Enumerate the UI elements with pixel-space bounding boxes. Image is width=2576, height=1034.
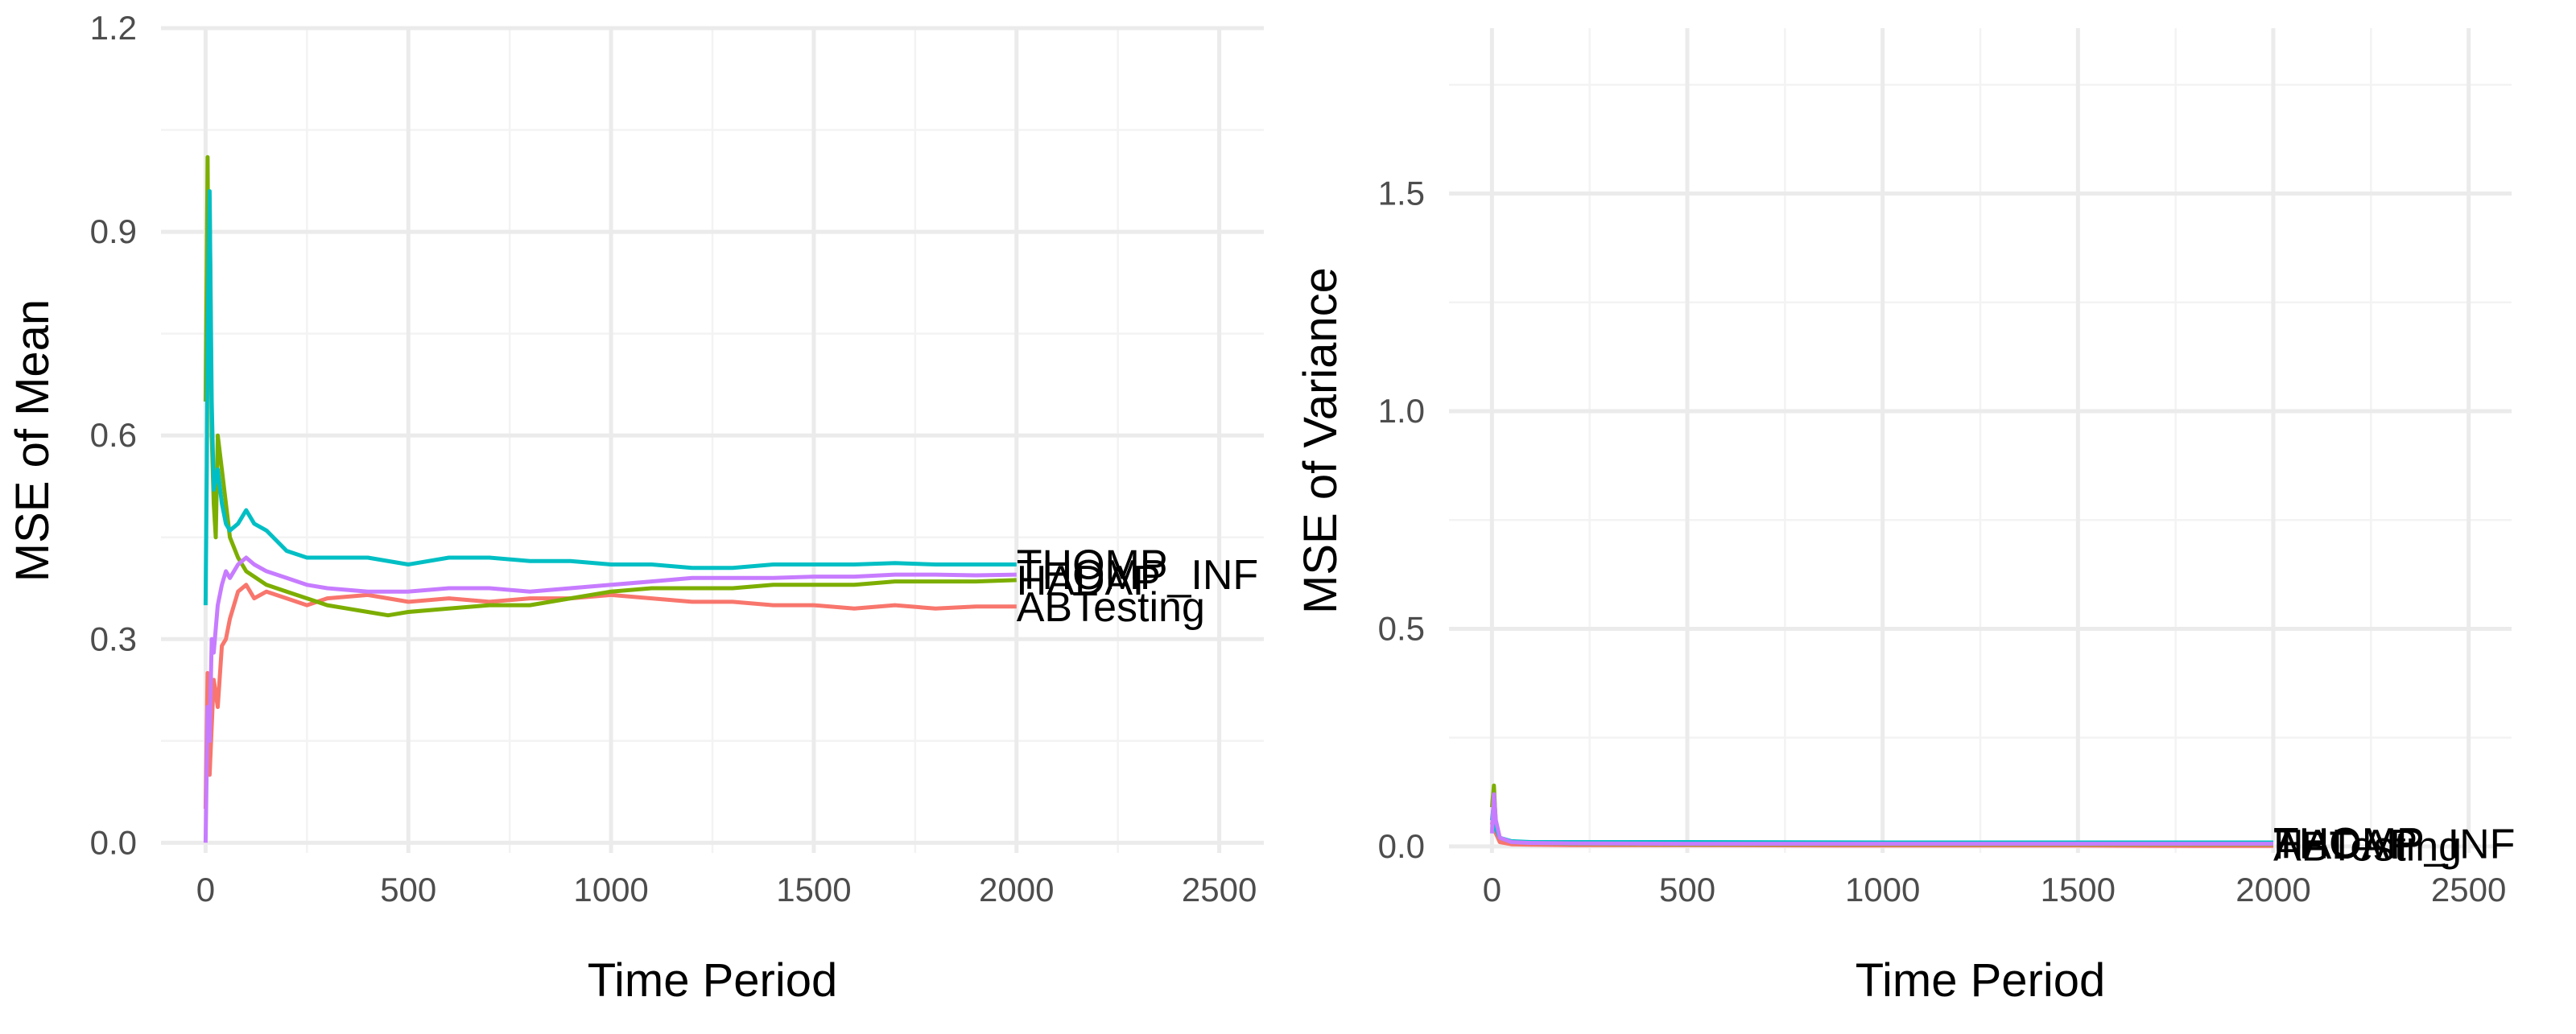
x-axis-title: Time Period xyxy=(588,954,838,1007)
series-end-label: ABTesting xyxy=(2273,823,2462,870)
series-line-abtesting xyxy=(203,583,1017,809)
y-tick-label: 0.5 xyxy=(1378,609,1425,647)
series-end-label: HADAP xyxy=(2273,822,2417,868)
series-line-thomp-inf xyxy=(1489,792,2273,847)
chart-panel-1: 0 500 1000 1500 2000 2500 0.0 0.3 0.6 0.9 1.2 Time … xyxy=(6,9,1264,1007)
y-tick-label: 0.6 xyxy=(90,416,137,454)
x-tick-label: 2500 xyxy=(1182,871,1257,908)
series-end-label: THOMP xyxy=(1017,542,1168,588)
series-end-label: THOMP_INF xyxy=(2273,822,2515,868)
y-axis-title: MSE of Mean xyxy=(6,299,59,582)
x-tick-label: 2000 xyxy=(979,871,1054,908)
series-end-label: HADAP xyxy=(1017,558,1161,604)
y-tick-label: 0.0 xyxy=(1378,827,1425,865)
x-tick-label: 500 xyxy=(1659,871,1715,908)
x-axis-title: Time Period xyxy=(1856,954,2106,1007)
x-tick-label: 0 xyxy=(196,871,215,908)
y-tick-label: 0.0 xyxy=(90,823,137,861)
y-tick-label: 1.5 xyxy=(1378,175,1425,212)
x-tick-label: 1500 xyxy=(776,871,851,908)
y-tick-label: 0.9 xyxy=(90,212,137,250)
series-line-hadap xyxy=(203,154,1017,618)
x-tick-label: 2500 xyxy=(2431,871,2506,908)
y-tick-label: 1.2 xyxy=(90,9,137,47)
x-tick-label: 500 xyxy=(380,871,436,908)
y-axis-title: MSE of Variance xyxy=(1294,267,1347,614)
x-tick-label: 2000 xyxy=(2235,871,2310,908)
x-tick-label: 0 xyxy=(1483,871,1501,908)
series-line-thomp-inf xyxy=(203,555,1017,843)
series-end-label: THOMP xyxy=(2273,820,2425,867)
series-end-label: ABTesting xyxy=(1017,584,1205,631)
x-tick-label: 1000 xyxy=(573,871,648,908)
chart-panel-2: 0 500 1000 1500 2000 2500 0.0 0.5 1.0 1.5 Time Per… xyxy=(1294,28,2515,1007)
y-tick-label: 1.0 xyxy=(1378,392,1425,430)
series-end-label: THOMP_INF xyxy=(1017,552,1258,599)
series-line-thomp xyxy=(203,189,1017,606)
x-tick-label: 1000 xyxy=(1845,871,1920,908)
y-tick-label: 0.3 xyxy=(90,620,137,657)
x-tick-label: 1500 xyxy=(2041,871,2116,908)
